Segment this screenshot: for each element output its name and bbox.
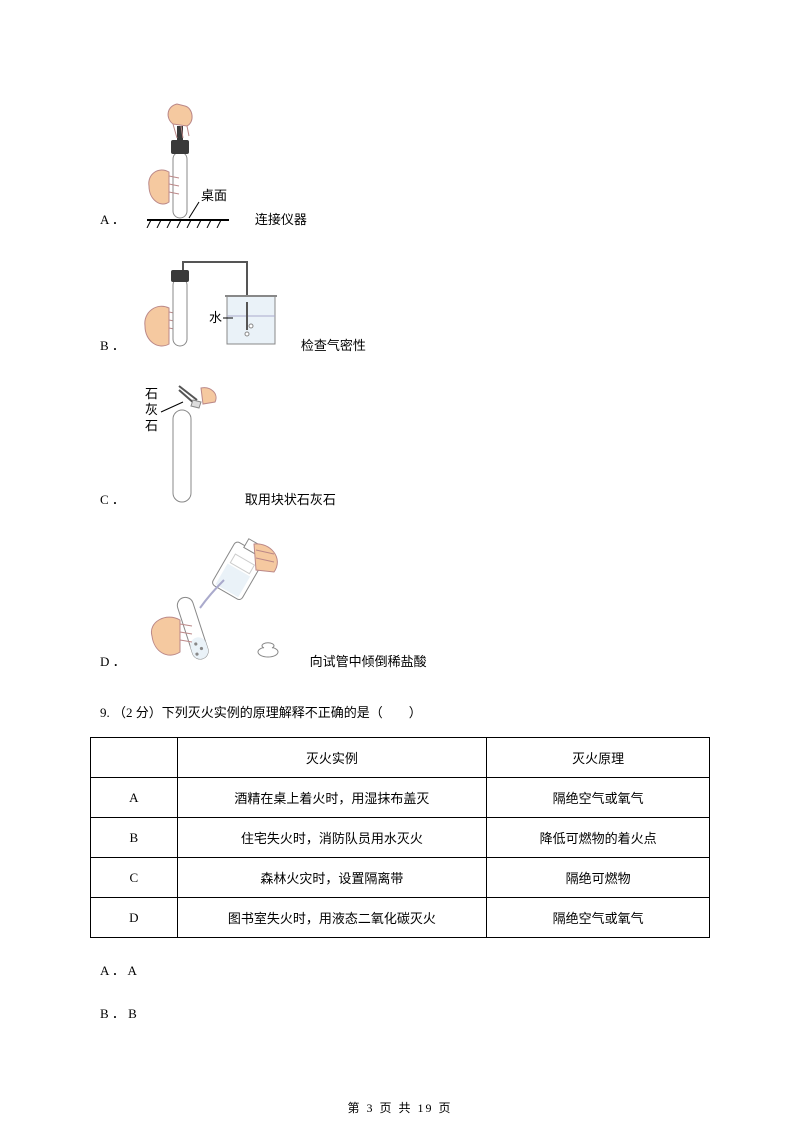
header-blank — [91, 738, 178, 778]
option-c-row: C ． 石 灰 石 取用块状石灰石 — [90, 382, 710, 512]
page-footer: 第 3 页 共 19 页 — [0, 1099, 800, 1116]
table-row: C 森林火灾时，设置隔离带 隔绝可燃物 — [91, 858, 710, 898]
row-a-principle: 隔绝空气或氧气 — [487, 778, 710, 818]
svg-text:石: 石 — [145, 418, 158, 433]
option-b-letter: B ． — [100, 335, 125, 358]
pour-acid-icon — [144, 536, 294, 670]
option-a-figure: 桌面 — [143, 100, 239, 232]
limestone-icon: 石 灰 石 — [143, 382, 229, 508]
option-c-caption: 取用块状石灰石 — [245, 489, 336, 512]
row-d-label: D — [91, 898, 178, 938]
svg-text:灰: 灰 — [145, 402, 158, 417]
svg-text:水: 水 — [209, 310, 222, 325]
row-d-principle: 隔绝空气或氧气 — [487, 898, 710, 938]
option-d-figure — [144, 536, 294, 674]
question-9-text: 9. （2 分）下列灭火实例的原理解释不正确的是（ ） — [90, 702, 710, 721]
row-b-label: B — [91, 818, 178, 858]
header-principle: 灭火原理 — [487, 738, 710, 778]
row-a-label: A — [91, 778, 178, 818]
svg-text:桌面: 桌面 — [201, 188, 227, 203]
header-example: 灭火实例 — [177, 738, 487, 778]
row-b-principle: 降低可燃物的着火点 — [487, 818, 710, 858]
option-a-letter: A ． — [100, 209, 125, 232]
table-row: B 住宅失火时，消防队员用水灭火 降低可燃物的着火点 — [91, 818, 710, 858]
option-a-caption: 连接仪器 — [255, 209, 307, 232]
row-a-example: 酒精在桌上着火时，用湿抹布盖灭 — [177, 778, 487, 818]
option-d-row: D ． — [90, 536, 710, 674]
answer-a: A ． A — [100, 960, 710, 979]
table-header-row: 灭火实例 灭火原理 — [91, 738, 710, 778]
option-b-row: B ． 水 检查气密性 — [90, 256, 710, 358]
row-c-principle: 隔绝可燃物 — [487, 858, 710, 898]
option-c-figure: 石 灰 石 — [143, 382, 229, 512]
answer-options: A ． A B ． B — [90, 960, 710, 1022]
fire-principle-table: 灭火实例 灭火原理 A 酒精在桌上着火时，用湿抹布盖灭 隔绝空气或氧气 B 住宅… — [90, 737, 710, 938]
svg-text:石: 石 — [145, 386, 158, 401]
option-d-letter: D ． — [100, 651, 126, 674]
row-c-label: C — [91, 858, 178, 898]
row-c-example: 森林火灾时，设置隔离带 — [177, 858, 487, 898]
connect-apparatus-icon: 桌面 — [143, 100, 239, 228]
row-b-example: 住宅失火时，消防队员用水灭火 — [177, 818, 487, 858]
table-row: A 酒精在桌上着火时，用湿抹布盖灭 隔绝空气或氧气 — [91, 778, 710, 818]
option-a-row: A ． 桌面 连接仪器 — [90, 100, 710, 232]
option-d-caption: 向试管中倾倒稀盐酸 — [310, 651, 427, 674]
answer-b: B ． B — [100, 1003, 710, 1022]
option-b-figure: 水 — [143, 256, 285, 358]
check-airtight-icon: 水 — [143, 256, 285, 354]
table-row: D 图书室失火时，用液态二氧化碳灭火 隔绝空气或氧气 — [91, 898, 710, 938]
row-d-example: 图书室失火时，用液态二氧化碳灭火 — [177, 898, 487, 938]
option-b-caption: 检查气密性 — [301, 335, 366, 358]
option-c-letter: C ． — [100, 489, 125, 512]
